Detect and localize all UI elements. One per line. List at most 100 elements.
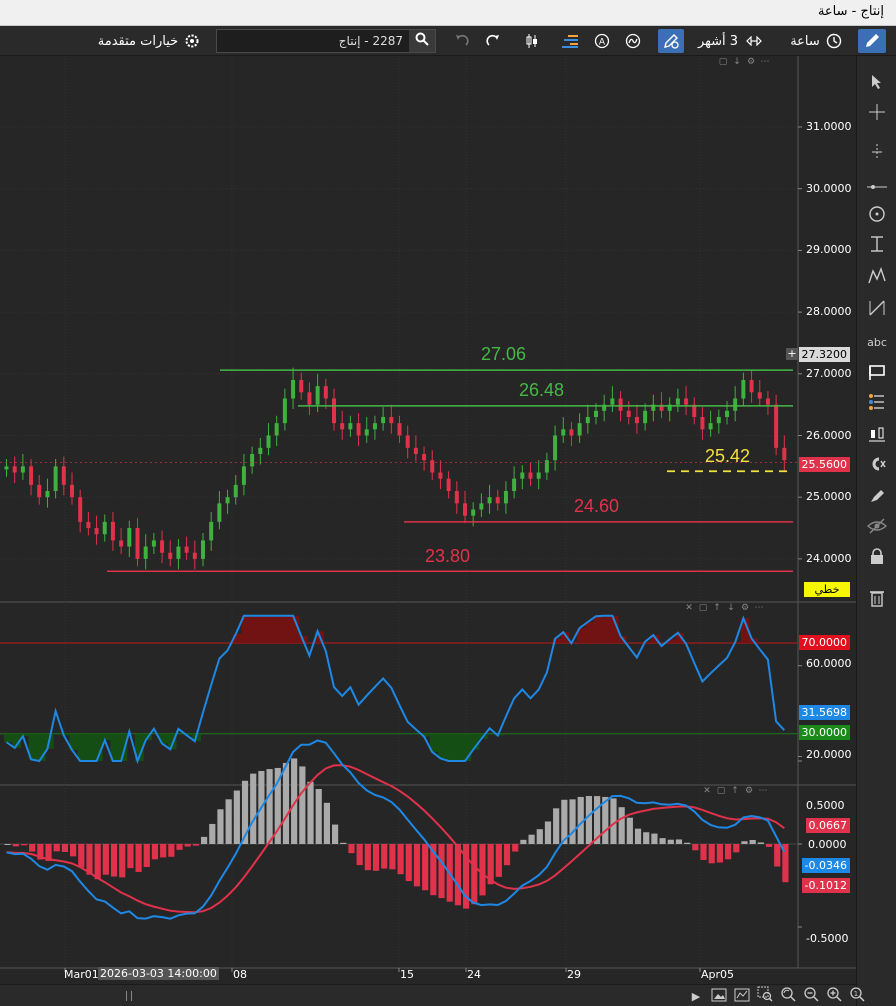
close-icon[interactable]: ✕ xyxy=(703,786,711,796)
rsi-overbought-fill xyxy=(740,618,750,643)
candle-body xyxy=(332,398,336,424)
scroll-right-button[interactable]: ▶ xyxy=(686,986,706,1006)
horizontal-line-tool[interactable] xyxy=(865,174,889,198)
rsi-tick: 20.0000 xyxy=(806,748,852,761)
zoom-controls: ▶ 1 xyxy=(686,986,867,1006)
maximize-icon[interactable]: ▢ xyxy=(716,786,726,796)
horizontal-scrollbar[interactable]: ▶ 1 xyxy=(0,984,865,1006)
settings-icon[interactable]: ⚙ xyxy=(744,786,754,796)
macd-histogram-bar xyxy=(487,844,494,885)
macd-histogram-bar xyxy=(250,773,257,844)
settings-icon[interactable]: ⚙ xyxy=(740,603,750,613)
macd-histogram-bar xyxy=(422,844,429,891)
macd-histogram-bar xyxy=(577,796,584,844)
chart-canvas[interactable] xyxy=(0,56,856,1006)
candle-body xyxy=(553,435,558,461)
lock-tool[interactable] xyxy=(865,546,889,570)
fibonacci-icon xyxy=(868,393,886,415)
level-label: 24.60 xyxy=(574,496,620,516)
line-type-badge[interactable]: خطي xyxy=(804,582,850,597)
menu-icon[interactable]: ⋯ xyxy=(758,786,768,796)
symbol-search-input[interactable] xyxy=(217,30,409,52)
settings-icon[interactable]: ⚙ xyxy=(746,57,756,67)
hide-drawings-tool[interactable] xyxy=(865,516,889,540)
macd-histogram-bar xyxy=(438,844,445,899)
compare-button[interactable] xyxy=(623,29,643,53)
rsi-oversold-fill xyxy=(61,733,70,736)
macd-histogram-bar xyxy=(634,828,642,844)
macd-histogram-bar xyxy=(594,796,601,844)
close-icon[interactable]: ✕ xyxy=(685,603,693,613)
rsi-oversold-fill xyxy=(437,733,447,759)
crosshair-tool[interactable] xyxy=(865,102,889,126)
screenshot-button[interactable] xyxy=(709,986,729,1006)
down-arrow-icon[interactable]: ↓ xyxy=(733,57,741,67)
vertical-line-tool[interactable] xyxy=(865,142,889,166)
rsi-overbought-fill xyxy=(732,642,742,643)
macd-histogram-bar xyxy=(12,844,19,847)
timeframe-selector[interactable]: ساعة xyxy=(786,29,846,53)
auto-button[interactable]: A xyxy=(592,29,612,53)
macd-histogram-bar xyxy=(299,766,306,844)
candle-body xyxy=(618,398,623,411)
candle-body xyxy=(217,503,222,522)
scroll-grip[interactable] xyxy=(126,991,132,1001)
macd-histogram-bar xyxy=(544,821,552,844)
maximize-icon[interactable]: ▢ xyxy=(698,603,708,613)
candle-body xyxy=(708,423,713,430)
macd-histogram-bar xyxy=(700,844,707,860)
macd-histogram-bar xyxy=(307,781,314,844)
reset-view-button[interactable]: 1 xyxy=(847,986,867,1006)
candles-button[interactable] xyxy=(522,29,542,53)
magnet-tool[interactable] xyxy=(865,454,889,478)
zoom-in-button[interactable] xyxy=(824,986,844,1006)
range-tool[interactable] xyxy=(865,234,889,258)
candle-body xyxy=(430,460,435,473)
fibonacci-tool[interactable] xyxy=(865,392,889,416)
top-toolbar: خيارات متقدمة A xyxy=(0,26,896,56)
search-button[interactable] xyxy=(409,30,435,52)
candle-body xyxy=(381,416,386,424)
date-tick: Mar01 xyxy=(64,968,99,981)
pencil-icon xyxy=(863,32,881,50)
delete-tool[interactable] xyxy=(865,588,889,612)
text-tool[interactable]: abc xyxy=(865,330,889,354)
macd-histogram-bar xyxy=(667,839,674,844)
maximize-icon[interactable]: ▢ xyxy=(718,57,728,67)
down-arrow-icon[interactable]: ↓ xyxy=(727,603,735,613)
up-arrow-icon[interactable]: ↑ xyxy=(713,603,721,613)
candle-draw-tool[interactable] xyxy=(865,424,889,448)
indicators-button[interactable] xyxy=(561,29,581,53)
up-arrow-icon[interactable]: ↑ xyxy=(731,786,739,796)
range-label: 3 أشهر xyxy=(697,33,739,49)
pattern-tool[interactable] xyxy=(865,266,889,290)
pencil-button[interactable] xyxy=(858,29,886,53)
candle-body xyxy=(774,404,779,448)
range-selector[interactable]: 3 أشهر xyxy=(690,29,770,53)
circle-tool[interactable] xyxy=(865,204,889,228)
brush-tool[interactable] xyxy=(865,486,889,510)
add-plus-icon[interactable]: + xyxy=(786,347,798,360)
rsi-overbought-fill xyxy=(593,616,603,643)
candle-body xyxy=(315,386,320,405)
chart-area[interactable]: ▢ ↓ ⚙ ⋯ ✕ ▢ ↑ ↓ ⚙ ⋯ ✕ ▢ ↑ ⚙ ⋯ 31.0000 30.0000 29.0000 2… xyxy=(0,56,856,1006)
macd-histogram-bar xyxy=(569,799,576,844)
cursor-tool[interactable] xyxy=(865,72,889,96)
zoom-area-button[interactable] xyxy=(755,986,775,1006)
undo-button[interactable] xyxy=(452,29,472,53)
macd-histogram-bar xyxy=(716,844,723,863)
menu-icon[interactable]: ⋯ xyxy=(754,603,764,613)
zoom-out-button[interactable] xyxy=(801,986,821,1006)
macd-histogram-bar xyxy=(160,844,167,858)
redo-button[interactable] xyxy=(483,29,503,53)
trendline-tool[interactable] xyxy=(865,298,889,322)
drawing-mode-button[interactable] xyxy=(658,29,684,53)
flag-tool[interactable] xyxy=(865,362,889,386)
candle-body xyxy=(749,379,754,393)
macd-histogram-bar xyxy=(389,844,396,870)
menu-icon[interactable]: ⋯ xyxy=(760,57,770,67)
advanced-options-button[interactable]: خيارات متقدمة xyxy=(94,29,204,53)
zoom-reset-button[interactable] xyxy=(778,986,798,1006)
macd-histogram-bar xyxy=(413,844,421,887)
fit-button[interactable] xyxy=(732,986,752,1006)
